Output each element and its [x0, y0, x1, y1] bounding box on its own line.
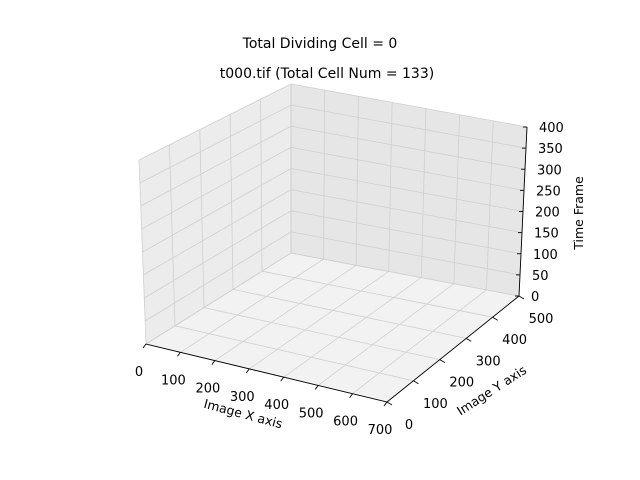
x-grid-line: [249, 271, 389, 370]
z-tick-label: 350: [538, 142, 563, 157]
floor-pane: [146, 253, 519, 402]
z-tick-label: 250: [536, 184, 561, 199]
x-grid-line: [214, 264, 357, 361]
z-grid-line: [290, 104, 527, 149]
y-tick-label: 200: [449, 376, 474, 391]
x-tick-mark: [314, 385, 319, 390]
x-grid-line: [352, 289, 487, 395]
x-tick-mark: [245, 368, 250, 374]
z-tick-label: 100: [533, 248, 558, 263]
z-grid-line: [290, 146, 525, 191]
y-tick-mark: [413, 380, 419, 385]
y-grid-line: [203, 307, 440, 360]
z-grid-line: [290, 189, 523, 234]
z-tick-label: 0: [531, 290, 539, 305]
x-tick-label: 0: [135, 365, 143, 380]
z-grid-line: [143, 189, 292, 276]
y-tick-label: 0: [405, 418, 413, 433]
y-tick-label: 500: [529, 312, 554, 327]
z-tick-label: 400: [539, 121, 564, 136]
x-tick-label: 100: [161, 373, 186, 388]
y-grid-line: [174, 325, 414, 382]
y-tick-mark: [492, 316, 498, 321]
z-tick-label: 200: [535, 206, 560, 221]
y-tick-label: 400: [502, 333, 527, 348]
z-tick-label: 50: [532, 269, 549, 284]
z-grid-line: [290, 168, 524, 212]
chart-title: t000.tif (Total Cell Num = 133): [220, 66, 434, 82]
z-grid-line: [142, 168, 292, 253]
y-axis-line: [386, 295, 520, 403]
x-grid-line: [283, 277, 422, 378]
y-tick-mark: [518, 295, 525, 300]
z-grid-line: [290, 125, 526, 170]
x-tick-label: 600: [333, 415, 358, 430]
x-tick-label: 200: [195, 382, 220, 397]
y-grid-line: [261, 270, 493, 318]
x-tick-label: 300: [230, 390, 255, 405]
x-tick-mark: [142, 343, 147, 349]
x-tick-mark: [211, 360, 216, 365]
x-tick-mark: [349, 393, 353, 398]
grid-lines: [138, 83, 528, 403]
x-tick-label: 500: [299, 406, 324, 421]
z-grid-line: [145, 252, 292, 345]
x-axis-line: [145, 343, 388, 403]
z-tick-label: 300: [537, 163, 562, 178]
z-grid-line: [144, 210, 292, 299]
figure-suptitle: Total Dividing Cell = 0: [242, 36, 398, 52]
z-grid-line: [139, 104, 292, 184]
z-tick-label: 150: [534, 227, 559, 242]
axis-panes: [139, 84, 527, 402]
left-pane: [139, 84, 291, 344]
y-tick-mark: [386, 401, 393, 406]
x-tick-label: 400: [264, 398, 289, 413]
y-tick-mark: [439, 359, 446, 363]
z-grid-line: [140, 125, 292, 207]
z-grid-line: [290, 83, 528, 128]
x-tick-mark: [383, 401, 388, 407]
z-grid-line: [290, 210, 522, 255]
y-grid-line: [232, 289, 467, 339]
x-grid-line: [180, 258, 324, 353]
z-grid-line: [144, 231, 292, 322]
y-tick-label: 300: [476, 354, 501, 369]
tick-marks: [142, 126, 527, 407]
z-grid-line: [290, 231, 521, 276]
x-tick-mark: [177, 352, 181, 357]
x-grid-line: [317, 283, 455, 386]
x-tick-label: 700: [368, 423, 393, 438]
z-axis-label: Time Frame: [571, 176, 586, 251]
y-tick-mark: [465, 338, 472, 342]
x-tick-mark: [280, 376, 285, 382]
z-grid-line: [141, 147, 292, 230]
z-grid-line: [290, 252, 520, 297]
z-grid-line: [138, 83, 292, 161]
y-tick-label: 100: [423, 397, 448, 412]
